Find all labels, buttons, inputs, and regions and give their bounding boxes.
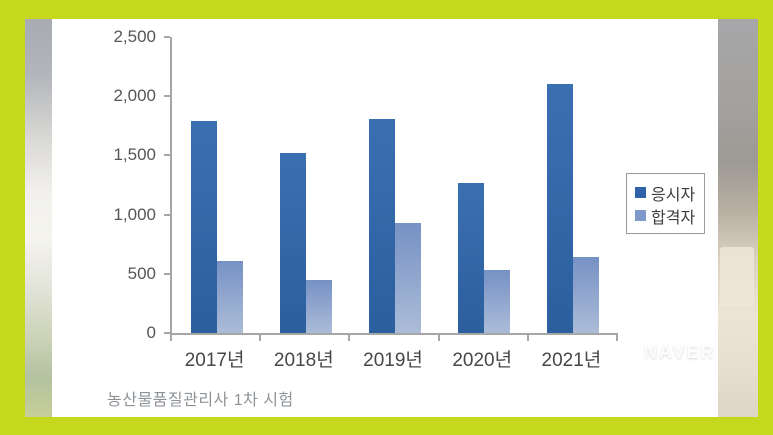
naver-watermark: NAVER bbox=[644, 342, 716, 362]
bar-series-0-cat-0 bbox=[190, 121, 217, 333]
bar-series-0-cat-2 bbox=[369, 119, 395, 333]
y-axis-tick-label: 1,000 bbox=[113, 204, 156, 224]
background-photo-left bbox=[25, 19, 52, 417]
y-axis-tick bbox=[164, 36, 170, 38]
x-axis-category-label: 2021년 bbox=[541, 350, 602, 371]
background-photo-detail bbox=[720, 247, 754, 307]
y-axis-tick-label: 1,500 bbox=[113, 145, 156, 165]
y-axis-tick bbox=[164, 154, 170, 157]
x-axis-tick bbox=[170, 335, 172, 341]
bar-series-1-cat-1 bbox=[305, 280, 332, 333]
x-axis-category-label: 2018년 bbox=[273, 350, 334, 371]
legend-swatch-icon bbox=[635, 210, 646, 221]
y-axis-tick-label: 0 bbox=[146, 323, 156, 342]
legend-item-series-0: 응시자 bbox=[635, 181, 695, 204]
bar-series-0-cat-4 bbox=[547, 84, 574, 333]
legend-item-series-1: 합격자 bbox=[635, 204, 695, 227]
bar-series-1-cat-4 bbox=[573, 257, 600, 333]
x-axis-category-label: 2020년 bbox=[452, 350, 513, 371]
legend-label: 응시자 bbox=[651, 186, 696, 204]
legend-swatch-icon bbox=[635, 187, 646, 198]
background-photo-right bbox=[718, 19, 758, 417]
chart-caption: 농산물품질관리사 1차 시험 bbox=[107, 392, 294, 409]
plot-area bbox=[170, 37, 618, 335]
y-axis-tick-label: 2,500 bbox=[113, 27, 156, 46]
y-axis-tick bbox=[164, 332, 170, 334]
x-axis-tick bbox=[348, 335, 351, 341]
y-axis-tick bbox=[164, 95, 170, 98]
x-axis-category-label: 2019년 bbox=[363, 350, 423, 371]
x-axis-category-label: 2017년 bbox=[184, 350, 245, 371]
x-axis-tick bbox=[616, 335, 618, 341]
bar-series-1-cat-0 bbox=[216, 261, 243, 333]
y-axis-tick bbox=[164, 213, 170, 216]
bar-series-1-cat-2 bbox=[395, 223, 421, 333]
y-axis-tick-label: 500 bbox=[127, 263, 156, 283]
bar-series-1-cat-3 bbox=[484, 270, 511, 333]
y-axis-tick bbox=[164, 272, 170, 275]
bar-series-0-cat-3 bbox=[458, 183, 485, 333]
x-axis-tick bbox=[259, 335, 262, 341]
bar-series-0-cat-1 bbox=[279, 153, 306, 333]
x-axis-tick bbox=[437, 335, 440, 341]
x-axis-tick bbox=[526, 335, 529, 341]
legend-label: 합격자 bbox=[651, 209, 696, 227]
y-axis-tick-label: 2,000 bbox=[113, 86, 156, 106]
